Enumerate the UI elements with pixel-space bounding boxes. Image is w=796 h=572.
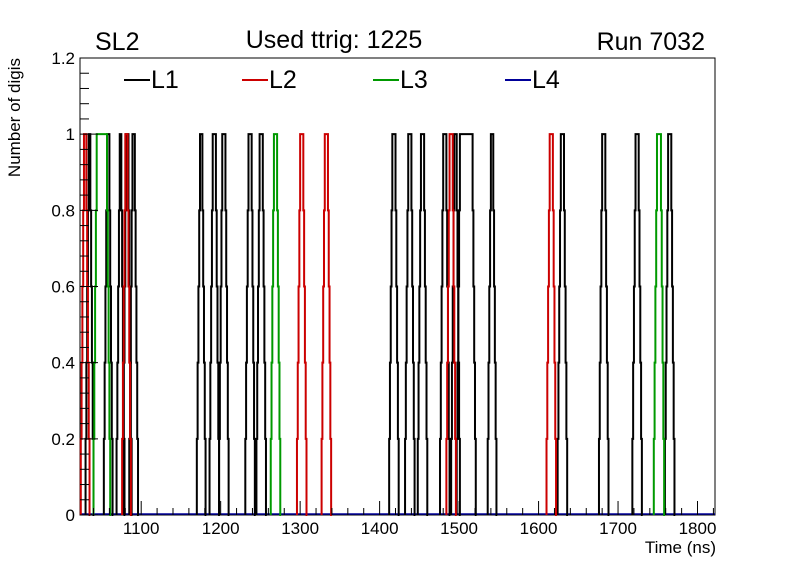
series-l1-peak-6 xyxy=(195,133,207,516)
series-l1-peak-10 xyxy=(255,133,267,516)
y-tick-label: 0.6 xyxy=(51,278,75,297)
series-l1-peak-12 xyxy=(404,133,416,516)
x-tick-label: 1800 xyxy=(679,519,717,538)
y-tick-label: 0 xyxy=(66,506,75,525)
series-l3-peak-3 xyxy=(652,133,666,516)
series-l1-peak-18 xyxy=(556,133,569,516)
series-l1-peak-7 xyxy=(208,133,221,516)
legend-entry-l2: L2 xyxy=(242,66,297,94)
x-tick-label: 1700 xyxy=(599,519,637,538)
x-tick-label: 1400 xyxy=(361,519,399,538)
title-center: Used ttrig: 1225 xyxy=(246,26,423,54)
series-l1-peak-11 xyxy=(388,133,400,516)
x-tick-label: 1200 xyxy=(202,519,240,538)
legend: L1 L2 L3 L4 xyxy=(124,66,560,94)
x-tick-label: 1300 xyxy=(281,519,319,538)
legend-label-l1: L1 xyxy=(151,66,179,94)
series-l1-peak-14 xyxy=(439,133,451,516)
x-tick-label: 1600 xyxy=(520,519,558,538)
series-l1-peak-15 xyxy=(450,133,461,516)
y-tick-label: 0.4 xyxy=(51,354,75,373)
series-l1-peak-13 xyxy=(416,133,429,516)
y-axis-label: Number of digis xyxy=(5,58,24,177)
series-l1-peak-2 xyxy=(102,133,114,516)
title-right: Run 7032 xyxy=(597,28,705,56)
series-l2-peak-3 xyxy=(295,133,308,516)
series-l2-peak-4 xyxy=(320,133,333,516)
x-axis-label: Time (ns) xyxy=(645,538,716,557)
series-l1-peak-9 xyxy=(244,133,256,516)
series-l2-peak-2 xyxy=(121,133,132,516)
x-tick-label: 1100 xyxy=(123,519,160,538)
title-left: SL2 xyxy=(95,28,139,56)
series-l2-peak-6 xyxy=(545,133,558,516)
series-l1-peak-21 xyxy=(663,133,676,516)
series-l1-peak-8 xyxy=(218,133,230,516)
series-l1-peak-17 xyxy=(486,133,498,516)
legend-entry-l3: L3 xyxy=(373,66,428,94)
legend-label-l2: L2 xyxy=(269,66,297,94)
y-tick-label: 1 xyxy=(66,125,75,144)
series-l2-peak-5 xyxy=(445,133,457,516)
series-l3-peak-2 xyxy=(269,133,282,516)
legend-entry-l1: L1 xyxy=(124,66,179,94)
y-tick-label: 0.2 xyxy=(51,430,75,449)
series-l1-peak-19 xyxy=(597,133,610,516)
y-tick-label: 0.8 xyxy=(51,201,75,220)
series-layer xyxy=(79,133,715,516)
axis-layer: 1100 1200 1300 1400 1500 1600 1700 1800 0 0.2 0.4 0… xyxy=(51,49,716,538)
y-tick-label: 1.2 xyxy=(51,49,75,68)
legend-label-l4: L4 xyxy=(532,66,560,94)
series-l1-peak-20 xyxy=(631,133,643,516)
legend-entry-l4: L4 xyxy=(505,66,560,94)
series-l3-peak-1 xyxy=(92,133,112,516)
legend-label-l3: L3 xyxy=(400,66,428,94)
x-tick-label: 1500 xyxy=(440,519,478,538)
series-l1-peak-16 xyxy=(455,133,477,516)
